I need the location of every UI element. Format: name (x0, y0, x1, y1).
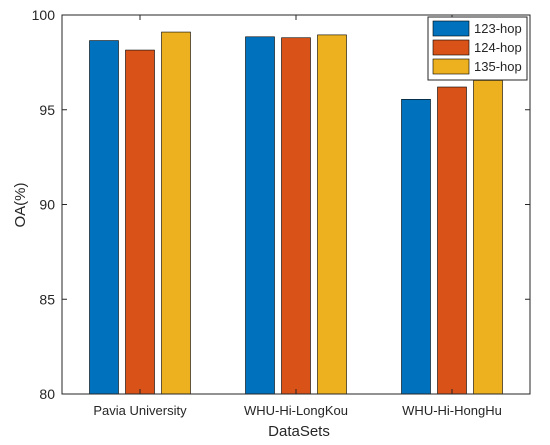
y-tick-label: 80 (39, 386, 55, 402)
y-tick-label: 85 (39, 291, 55, 307)
plot-frame (61, 14, 531, 395)
bar-124-hop-Pavia-University (125, 49, 155, 395)
bar-123-hop-WHU-Hi-LongKou (245, 36, 275, 395)
bar-135-hop-Pavia-University (161, 31, 191, 395)
legend-swatch-124-hop (432, 39, 470, 56)
y-tick-label: 90 (39, 197, 55, 213)
x-tick-label: WHU-Hi-LongKou (244, 403, 348, 418)
legend-label-123-hop: 123-hop (474, 21, 522, 36)
bar-123-hop-Pavia-University (89, 40, 119, 395)
legend-swatch-135-hop (432, 58, 470, 75)
y-tick-label: 95 (39, 102, 55, 118)
bar-123-hop-WHU-Hi-HongHu (401, 99, 431, 395)
legend-label-135-hop: 135-hop (474, 59, 522, 74)
bar-124-hop-WHU-Hi-LongKou (281, 37, 311, 395)
y-axis-label: OA(%) (12, 182, 29, 227)
bar-135-hop-WHU-Hi-LongKou (317, 34, 347, 395)
bar-124-hop-WHU-Hi-HongHu (437, 86, 467, 395)
x-tick-label: Pavia University (93, 403, 187, 418)
x-tick-label: WHU-Hi-HongHu (402, 403, 502, 418)
bar-135-hop-WHU-Hi-HongHu (473, 80, 503, 395)
y-tick-label: 100 (32, 7, 56, 23)
legend-label-124-hop: 124-hop (474, 40, 522, 55)
x-axis-label: DataSets (268, 423, 330, 440)
legend: 123-hop 124-hop 135-hop (427, 16, 528, 81)
axes-layer: Pavia University WHU-Hi-LongKou WHU-Hi-Hon… (32, 7, 531, 418)
legend-swatch-123-hop (432, 20, 470, 37)
bars-layer (89, 31, 503, 395)
